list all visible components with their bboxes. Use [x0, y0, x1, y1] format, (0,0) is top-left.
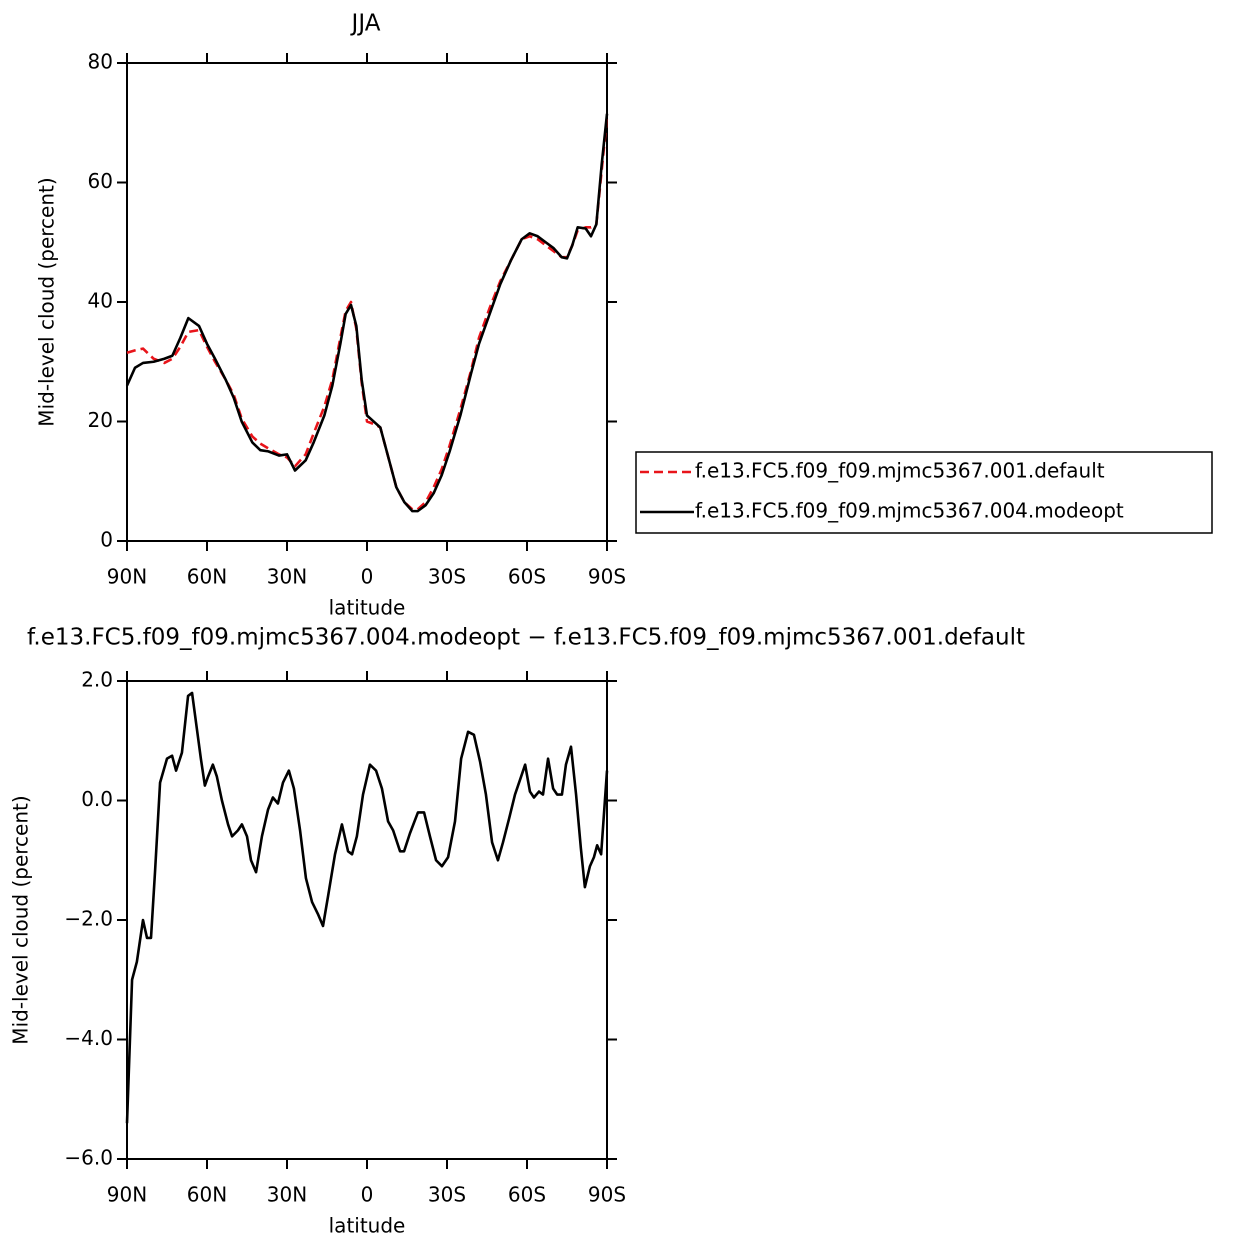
x-tick-label: 90N: [107, 565, 147, 589]
y-tick-label: 60: [88, 169, 113, 193]
y-axis-label: Mid-level cloud (percent): [9, 795, 33, 1044]
y-axis-label: Mid-level cloud (percent): [35, 177, 59, 426]
data-line: [125, 691, 609, 1124]
data-line: [126, 116, 609, 511]
y-tick-label: −2.0: [64, 907, 113, 931]
y-tick-label: 20: [88, 408, 113, 432]
x-tick-label: 30S: [428, 565, 466, 589]
x-tick-label: 60S: [508, 1183, 546, 1207]
x-tick-label: 60N: [187, 565, 227, 589]
x-tick-label: 30S: [428, 1183, 466, 1207]
chart-title: f.e13.FC5.f09_f09.mjmc5367.004.modeopt −…: [27, 625, 1025, 651]
x-tick-label: 90S: [588, 1183, 626, 1207]
legend-box: [635, 451, 1213, 534]
chart-title: JJA: [350, 11, 381, 37]
y-tick-label: −6.0: [64, 1146, 113, 1170]
plot-frame: [126, 680, 608, 1160]
x-tick-label: 60S: [508, 565, 546, 589]
x-tick-label: 60N: [187, 1183, 227, 1207]
y-tick-label: 40: [88, 289, 113, 313]
x-tick-label: 30N: [267, 565, 307, 589]
x-axis-label: latitude: [329, 1214, 406, 1238]
x-tick-label: 30N: [267, 1183, 307, 1207]
data-line: [125, 113, 609, 513]
y-tick-label: 0.0: [81, 787, 113, 811]
y-tick-label: 2.0: [81, 668, 113, 692]
x-tick-label: 0: [361, 1183, 374, 1207]
y-tick-label: −4.0: [64, 1026, 113, 1050]
x-axis-label: latitude: [329, 596, 406, 620]
plot-frame: [126, 62, 608, 542]
y-tick-label: 0: [100, 528, 113, 552]
legend-label: f.e13.FC5.f09_f09.mjmc5367.001.default: [695, 459, 1105, 483]
x-tick-label: 0: [361, 565, 374, 589]
x-tick-label: 90N: [107, 1183, 147, 1207]
x-tick-label: 90S: [588, 565, 626, 589]
y-tick-label: 80: [88, 50, 113, 74]
legend-label: f.e13.FC5.f09_f09.mjmc5367.004.modeopt: [695, 499, 1124, 523]
